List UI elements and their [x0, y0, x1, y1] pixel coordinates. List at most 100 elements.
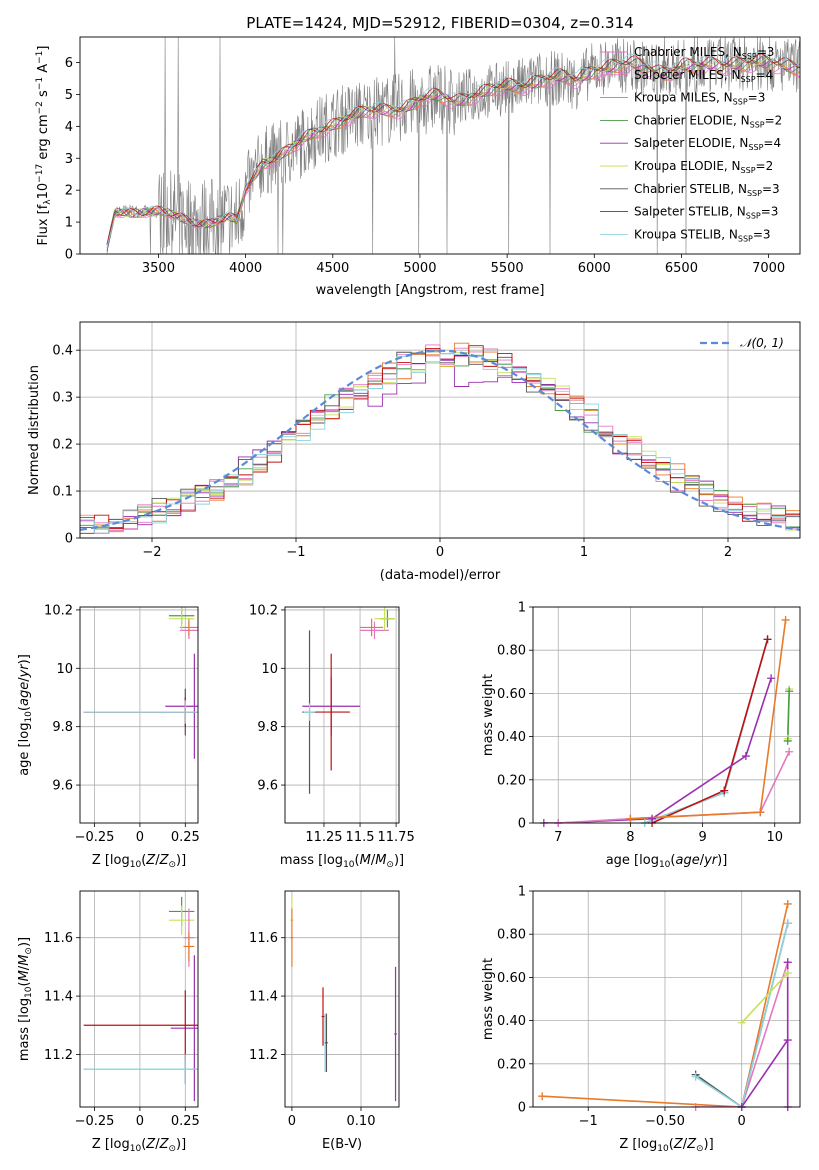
- y-tick-label: 6: [65, 56, 73, 71]
- weight-marker-kroupa-miles: [783, 899, 792, 908]
- x-axis-label-part: ⊙: [696, 1144, 704, 1154]
- x-axis-label: Z [log10(Z/Z⊙)]: [619, 1137, 713, 1154]
- residual-histogram-kroupa-stelib: [80, 353, 800, 534]
- y-axis-label-part: −1: [35, 77, 45, 90]
- axes-frame: [284, 890, 400, 1108]
- x-axis-label-part: /: [683, 1137, 688, 1152]
- y-axis-label-part: )]: [17, 937, 32, 947]
- legend-entry-sub: SSP: [748, 143, 763, 152]
- x-axis-label-part: Z: [159, 853, 170, 868]
- x-tick-label: 3500: [142, 261, 175, 276]
- x-tick-label: 5000: [403, 261, 436, 276]
- weight-line-chabrier-stelib: [644, 639, 769, 823]
- x-axis-label-part: Z [log: [92, 853, 130, 868]
- y-axis-label-part: age: [17, 682, 32, 706]
- x-tick-label: 4000: [229, 261, 262, 276]
- y-tick-label: 2: [65, 184, 73, 199]
- y-tick-label: 0: [65, 532, 73, 547]
- y-tick-label: 0.60: [497, 687, 526, 702]
- axes-frame: [79, 890, 199, 1108]
- y-tick-label: 0.3: [52, 391, 73, 406]
- y-tick-label: 1: [65, 216, 73, 231]
- legend-entry-sub: SSP: [741, 75, 756, 84]
- legend-entry-sub: SSP: [741, 166, 756, 175]
- legend-entry-name: Salpeter STELIB, N: [634, 205, 746, 219]
- y-axis-label-part: A: [36, 64, 51, 77]
- plot-area: [83, 607, 198, 759]
- x-axis-label-part: 10: [343, 860, 355, 870]
- y-tick-label: 0: [518, 817, 526, 832]
- axes-frame: [79, 36, 801, 255]
- weight-line-salpeter-elodie: [741, 962, 789, 1107]
- x-tick-label: −0.50: [645, 1114, 685, 1129]
- legend-entry-name: Kroupa MILES, N: [634, 91, 733, 105]
- y-tick-label: 0.80: [497, 644, 526, 659]
- weight-line-kroupa-stelib: [695, 923, 789, 1107]
- x-axis-label-part: (: [355, 853, 360, 868]
- legend-entry-sub: SSP: [738, 234, 753, 243]
- legend-entry-value: =3: [748, 91, 766, 105]
- y-axis-label-part: −2: [35, 101, 45, 114]
- y-tick-label: 0: [65, 248, 73, 263]
- y-axis-label-part: 10: [24, 711, 34, 723]
- x-tick-label: 5500: [491, 261, 524, 276]
- y-tick-label: 9.6: [257, 779, 278, 794]
- x-tick-label: −1: [579, 1114, 598, 1129]
- x-tick-label: 11.5: [346, 830, 375, 845]
- x-tick-label: 6000: [578, 261, 611, 276]
- axes-frame: [532, 606, 801, 824]
- x-axis-label-part: age [log: [606, 853, 659, 868]
- weight-marker-chabrier-miles: [785, 747, 794, 756]
- y-axis-label-part: yr: [17, 663, 32, 679]
- y-tick-label: 0.20: [497, 773, 526, 788]
- y-axis-label-part: ]: [36, 46, 51, 51]
- legend-entry: Salpeter STELIB, NSSP=3: [634, 205, 778, 221]
- y-axis-label: age [log10(age/yr)]: [17, 654, 34, 776]
- weight-line-salpeter-elodie: [543, 678, 772, 823]
- legend-entry-name: Chabrier MILES, N: [634, 45, 742, 59]
- weight-marker-salpeter-elodie: [783, 1036, 792, 1045]
- weight-marker-chabrier-elodie: [783, 736, 792, 745]
- weight-marker-kroupa-miles: [781, 615, 790, 624]
- y-tick-label: 1: [518, 885, 526, 900]
- legend-entry-value: =2: [765, 113, 783, 127]
- y-tick-label: 9.6: [52, 779, 73, 794]
- x-tick-label: 0: [738, 1114, 746, 1129]
- x-tick-label: 0: [136, 830, 144, 845]
- weight-line-kroupa-elodie: [741, 972, 789, 1024]
- x-axis-label-part: yr: [703, 853, 719, 868]
- legend-entry-name: Kroupa ELODIE, N: [634, 159, 741, 173]
- weight-marker-kroupa-stelib: [783, 919, 792, 928]
- axes-frame: [284, 606, 400, 824]
- x-axis-label: wavelength [Angstrom, rest frame]: [316, 283, 545, 298]
- legend-entry: Chabrier MILES, NSSP=3: [634, 45, 774, 61]
- plot-area: [542, 903, 789, 1107]
- legend-entry: Salpeter MILES, NSSP=4: [634, 68, 773, 84]
- legend-entry-sub: SSP: [733, 98, 748, 107]
- axes-frame: [532, 890, 801, 1108]
- x-axis-label-part: Z: [145, 1137, 156, 1152]
- x-tick-label: 0: [288, 1114, 296, 1129]
- legend-entry-sub: SSP: [742, 52, 757, 61]
- x-tick-label: 9: [698, 830, 706, 845]
- y-tick-label: 0.1: [52, 485, 73, 500]
- plot-area: [80, 342, 800, 534]
- legend-entry-name: Chabrier ELODIE, N: [634, 113, 750, 127]
- weight-line-chabrier-miles: [695, 962, 789, 1107]
- legend-entry-value: =3: [761, 205, 779, 219]
- plot-area: [83, 896, 198, 1102]
- x-axis-label-part: )]: [717, 853, 727, 868]
- legend-entry-value: =3: [757, 45, 775, 59]
- y-axis-label-part: 10: [24, 986, 34, 998]
- x-axis-label-part: (: [141, 853, 146, 868]
- residuals-panel: −2 −1 0 1 2 0 0.1 0.2 0.3 0.4 (data-model)/error No…: [27, 321, 801, 583]
- y-axis-label-part: 10: [36, 183, 51, 200]
- weight-marker-kroupa-miles: [626, 814, 635, 823]
- y-axis-label-part: age [log: [17, 723, 32, 776]
- y-tick-label: 11.2: [249, 1048, 278, 1063]
- x-tick-label: 0.25: [171, 830, 200, 845]
- x-axis-label-part: 10: [130, 860, 142, 870]
